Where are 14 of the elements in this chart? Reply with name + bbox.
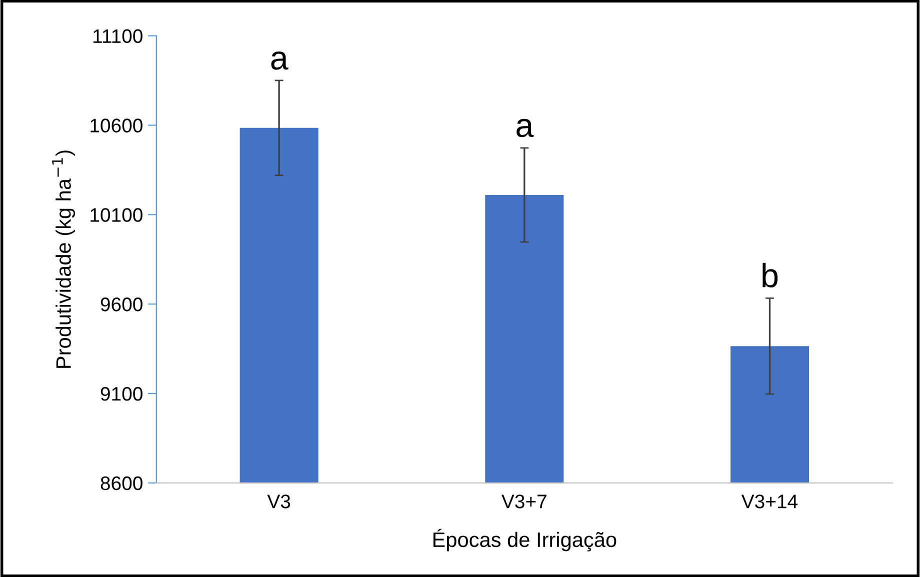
y-axis-title: Produtividade (kg ha$^{−1}$) [52,150,76,368]
annotation: a [271,51,288,70]
y-tick-label: 9100 [100,386,142,401]
x-tick-label: V3 [267,494,290,508]
x-tick-label: V3+14 [741,494,798,508]
y-tick-label: 10100 [90,208,142,222]
x-tick-label: V3+7 [502,494,546,508]
annotation: a [516,118,534,138]
annotation: b [762,262,778,288]
x-axis-title: Épocas de Irrigação [433,528,616,552]
y-tick-label: 11100 [93,29,142,44]
y-tick-label: 9600 [100,298,142,312]
y-tick-label: 8600 [100,476,142,490]
y-tick-label: 10600 [90,118,142,132]
